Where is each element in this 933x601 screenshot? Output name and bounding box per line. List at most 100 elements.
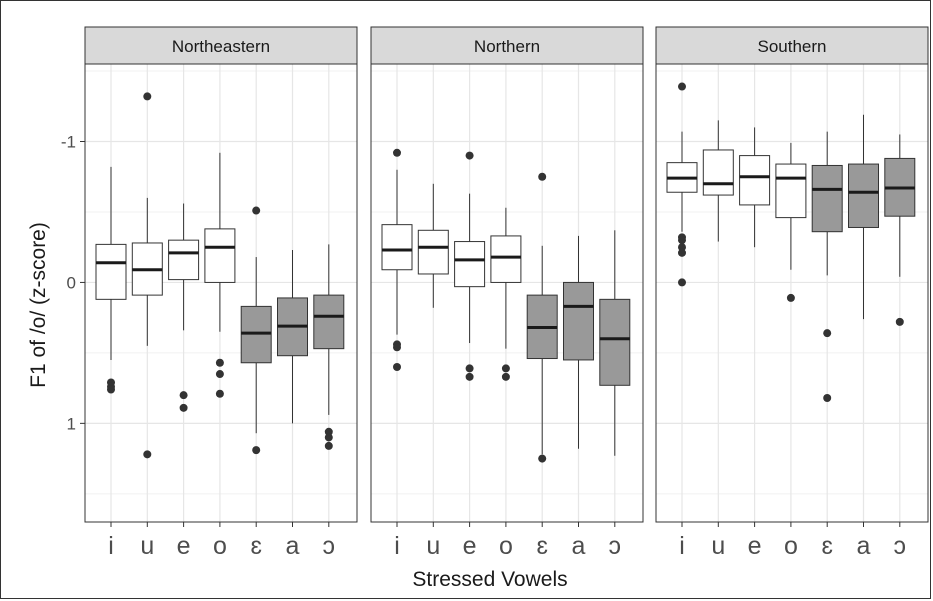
y-tick-label: 0 xyxy=(67,273,76,292)
outlier-point xyxy=(215,370,224,379)
box-northern-5 xyxy=(563,235,594,449)
x-tick-label: ɛ xyxy=(250,532,261,560)
box-northeastern-2 xyxy=(168,203,200,412)
panel-border xyxy=(655,63,929,523)
x-axis-title: Stressed Vowels xyxy=(412,568,567,591)
box-northeastern-1 xyxy=(131,92,163,459)
outlier-point xyxy=(538,172,547,181)
x-tick-label: ɔ xyxy=(323,532,336,560)
outlier-point xyxy=(393,362,401,371)
x-tick-label: i xyxy=(108,532,114,560)
outlier-point xyxy=(215,358,224,367)
strip-label: Northeastern xyxy=(172,37,270,56)
outlier-point xyxy=(393,343,401,352)
box-northern-4 xyxy=(526,172,558,463)
outlier-point xyxy=(678,82,686,91)
outlier-point xyxy=(678,236,686,245)
x-tick-label: e xyxy=(748,532,762,560)
outlier-point xyxy=(678,248,686,257)
outlier-point xyxy=(786,293,795,302)
outlier-point xyxy=(393,148,401,157)
x-tick-label: ɛ xyxy=(821,532,832,560)
outlier-point xyxy=(465,372,474,381)
outlier-point xyxy=(678,243,686,252)
panel-northeastern: Northeastern i u e o ɛ a ɔ xyxy=(84,26,358,560)
box-body xyxy=(739,155,771,206)
box-body xyxy=(204,228,236,283)
box-body xyxy=(168,239,200,281)
outlier-point xyxy=(107,385,115,394)
outlier-point xyxy=(252,446,261,455)
x-tick-label: o xyxy=(499,532,513,560)
box-body xyxy=(381,224,413,271)
box-body xyxy=(454,241,486,288)
box-body xyxy=(417,229,449,275)
box-northern-3 xyxy=(490,207,522,381)
outlier-point xyxy=(501,364,510,373)
outlier-point xyxy=(895,317,904,326)
x-tick-label: a xyxy=(286,532,300,560)
outlier-point xyxy=(324,433,333,442)
panel-background xyxy=(85,64,357,522)
strip-label: Northern xyxy=(474,37,540,56)
box-northern-6 xyxy=(599,230,631,456)
box-northeastern-5 xyxy=(277,250,308,424)
box-southern-6 xyxy=(884,134,916,326)
x-tick-label: a xyxy=(857,532,871,560)
box-northern-0 xyxy=(381,148,413,371)
x-tick-label: ɔ xyxy=(609,532,622,560)
box-northeastern-6 xyxy=(313,244,345,450)
panel-northern: Northern i u e o ɛ a ɔ xyxy=(370,26,644,560)
outlier-point xyxy=(215,389,224,398)
outlier-point xyxy=(252,206,261,215)
box-northern-2 xyxy=(454,151,486,381)
box-body xyxy=(313,294,345,350)
y-tick-label: 1 xyxy=(67,414,76,433)
outlier-point xyxy=(678,278,686,287)
panel-background xyxy=(656,64,928,522)
strip-background xyxy=(84,26,358,65)
panel-border xyxy=(84,63,358,523)
outlier-point xyxy=(143,92,152,101)
outlier-point xyxy=(324,441,333,450)
strip-background xyxy=(370,26,644,65)
box-body xyxy=(775,163,807,219)
x-tick-label: o xyxy=(213,532,227,560)
x-tick-label: u xyxy=(140,532,154,560)
box-body xyxy=(702,149,734,196)
x-tick-label: a xyxy=(572,532,586,560)
box-body xyxy=(848,163,879,228)
box-southern-0 xyxy=(666,82,698,287)
box-body xyxy=(95,243,127,300)
outlier-point xyxy=(465,364,474,373)
outlier-point xyxy=(823,329,832,338)
outlier-point xyxy=(538,454,547,463)
x-tick-label: u xyxy=(426,532,440,560)
y-tick-label: -1 xyxy=(61,133,76,152)
box-southern-1 xyxy=(702,120,734,242)
x-tick-label: e xyxy=(463,532,477,560)
panel-border xyxy=(370,63,644,523)
box-body xyxy=(811,164,843,233)
panel-southern: Southern i u e o ɛ a ɔ xyxy=(655,26,929,560)
box-southern-4 xyxy=(811,131,843,402)
x-tick-label: ɔ xyxy=(894,532,907,560)
x-tick-label: o xyxy=(784,532,798,560)
box-body xyxy=(490,235,522,283)
outlier-point xyxy=(179,391,188,400)
outlier-point xyxy=(143,450,152,459)
box-body xyxy=(563,281,594,361)
x-tick-label: u xyxy=(711,532,725,560)
box-northeastern-4 xyxy=(240,206,272,455)
box-body xyxy=(599,298,631,386)
strip-label: Southern xyxy=(758,37,827,56)
x-tick-label: ɛ xyxy=(536,532,547,560)
box-northeastern-3 xyxy=(204,152,236,398)
box-northern-1 xyxy=(417,183,449,308)
strip-background xyxy=(655,26,929,65)
x-tick-label: i xyxy=(394,532,400,560)
y-axis-title: F1 of /o/ (z-score) xyxy=(27,222,50,388)
box-southern-2 xyxy=(739,127,771,248)
